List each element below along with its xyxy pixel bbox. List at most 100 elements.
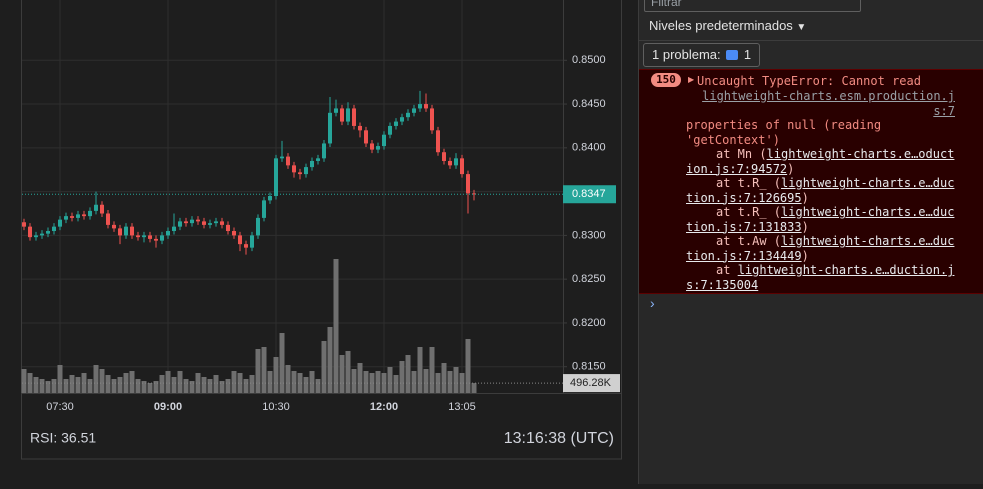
candle-body xyxy=(400,117,404,122)
volume-bar xyxy=(243,379,249,393)
candle-body xyxy=(376,146,380,150)
stack-suffix: ) xyxy=(801,219,809,234)
volume-bar xyxy=(411,371,417,393)
volume-bar xyxy=(111,379,117,393)
stack-frame: at t.Aw (lightweight-charts.e…duction.js… xyxy=(686,234,959,263)
candle-body xyxy=(382,134,386,147)
stack-link[interactable]: lightweight-charts.e…duction.js:7:126695 xyxy=(686,176,955,205)
candle-body xyxy=(334,108,338,113)
volume-bar xyxy=(255,349,261,393)
candle-body xyxy=(58,219,62,227)
volume-bar xyxy=(405,355,411,393)
y-tick-label: 0.8250 xyxy=(572,273,606,285)
stack-function: at Mn ( xyxy=(716,147,767,161)
filter-input[interactable]: Filtrar xyxy=(644,0,861,12)
stack-link[interactable]: lightweight-charts.e…oduction.js:7:94572 xyxy=(686,147,955,176)
volume-bar xyxy=(159,375,165,393)
stack-link[interactable]: lightweight-charts.e…duction.js:7:131833 xyxy=(686,205,955,234)
x-tick-label: 13:05 xyxy=(448,401,476,413)
volume-bar xyxy=(165,371,171,393)
volume-bar xyxy=(429,347,435,393)
issues-button[interactable]: 1 problema: 1 xyxy=(643,43,761,67)
last-price-label: 0.8347 xyxy=(572,188,606,200)
volume-bar xyxy=(393,375,399,393)
candle-body xyxy=(238,235,242,245)
volume-bar xyxy=(81,373,87,393)
volume-bar xyxy=(369,373,375,393)
volume-bar xyxy=(27,373,33,393)
volume-bar xyxy=(321,341,327,393)
volume-bar xyxy=(351,369,357,393)
volume-bar xyxy=(303,377,309,393)
candle-body xyxy=(40,233,44,236)
volume-bar xyxy=(261,347,267,393)
candle-body xyxy=(202,221,206,225)
volume-bar xyxy=(153,381,159,393)
expand-arrow[interactable]: ▶ xyxy=(688,75,695,84)
volume-bar xyxy=(219,381,225,393)
volume-bar xyxy=(423,369,429,393)
stack-trace: at Mn (lightweight-charts.e…oduction.js:… xyxy=(686,147,959,292)
x-tick-label: 12:00 xyxy=(370,401,398,413)
volume-bar xyxy=(57,365,63,393)
volume-bar xyxy=(465,339,471,393)
error-source[interactable]: lightweight-charts.esm.production.js:7 xyxy=(702,89,955,118)
candle-body xyxy=(472,193,476,195)
candle-body xyxy=(52,226,56,232)
volume-bar xyxy=(417,347,423,393)
candle-body xyxy=(178,221,182,227)
volume-bar xyxy=(21,369,27,393)
dropdown-arrow: ▼ xyxy=(796,22,807,33)
volume-bar xyxy=(141,381,147,393)
volume-bar xyxy=(195,373,201,393)
candle-body xyxy=(124,226,128,236)
candle-body xyxy=(94,204,98,211)
candle-body xyxy=(28,226,32,238)
candle-body xyxy=(220,221,224,225)
stack-suffix: ) xyxy=(801,248,809,263)
rsi-label: RSI: 36.51 xyxy=(30,430,96,446)
clock: 13:16:38 (UTC) xyxy=(504,430,614,447)
error-count: 150 xyxy=(651,73,681,87)
stack-link[interactable]: lightweight-charts.e…duction.js:7:135004 xyxy=(686,263,955,292)
volume-bar xyxy=(381,373,387,393)
candle-body xyxy=(226,224,230,232)
candle-body xyxy=(88,210,92,217)
volume-bar xyxy=(453,367,459,393)
divider xyxy=(639,40,983,41)
candle-body xyxy=(286,156,290,166)
volume-bar xyxy=(345,351,351,393)
devtools-console: Filtrar Niveles predeterminados ▼ 1 prob… xyxy=(638,0,983,484)
candle-body xyxy=(196,219,200,222)
candle-body xyxy=(64,216,68,220)
volume-bar xyxy=(363,371,369,393)
volume-bar xyxy=(225,379,231,393)
y-tick-label: 0.8500 xyxy=(572,54,606,66)
y-tick-label: 0.8150 xyxy=(572,361,606,373)
volume-bar xyxy=(117,377,123,393)
levels-label: Niveles predeterminados xyxy=(649,18,793,33)
candle-body xyxy=(148,235,152,239)
console-prompt[interactable]: › xyxy=(650,295,655,311)
error-message-continued: properties of null (reading 'getContext'… xyxy=(686,118,882,147)
candle-body xyxy=(358,125,362,131)
candle-body xyxy=(394,121,398,126)
stack-suffix: ) xyxy=(787,161,795,176)
levels-dropdown[interactable]: Niveles predeterminados ▼ xyxy=(649,18,806,33)
candle-body xyxy=(190,219,194,224)
stack-link[interactable]: lightweight-charts.e…duction.js:7:134449 xyxy=(686,234,955,263)
candle-body xyxy=(136,235,140,238)
candle-body xyxy=(364,130,368,144)
volume-bar xyxy=(339,355,345,393)
candles xyxy=(22,90,476,255)
y-tick-label: 0.8450 xyxy=(572,98,606,110)
candle-body xyxy=(322,143,326,159)
volume-bar xyxy=(273,357,279,393)
volume-bar xyxy=(387,367,393,393)
candle-body xyxy=(70,216,74,218)
y-tick-label: 0.8200 xyxy=(572,317,606,329)
volume-bar xyxy=(237,373,243,393)
candle-body xyxy=(208,223,212,225)
candle-body xyxy=(430,108,434,131)
